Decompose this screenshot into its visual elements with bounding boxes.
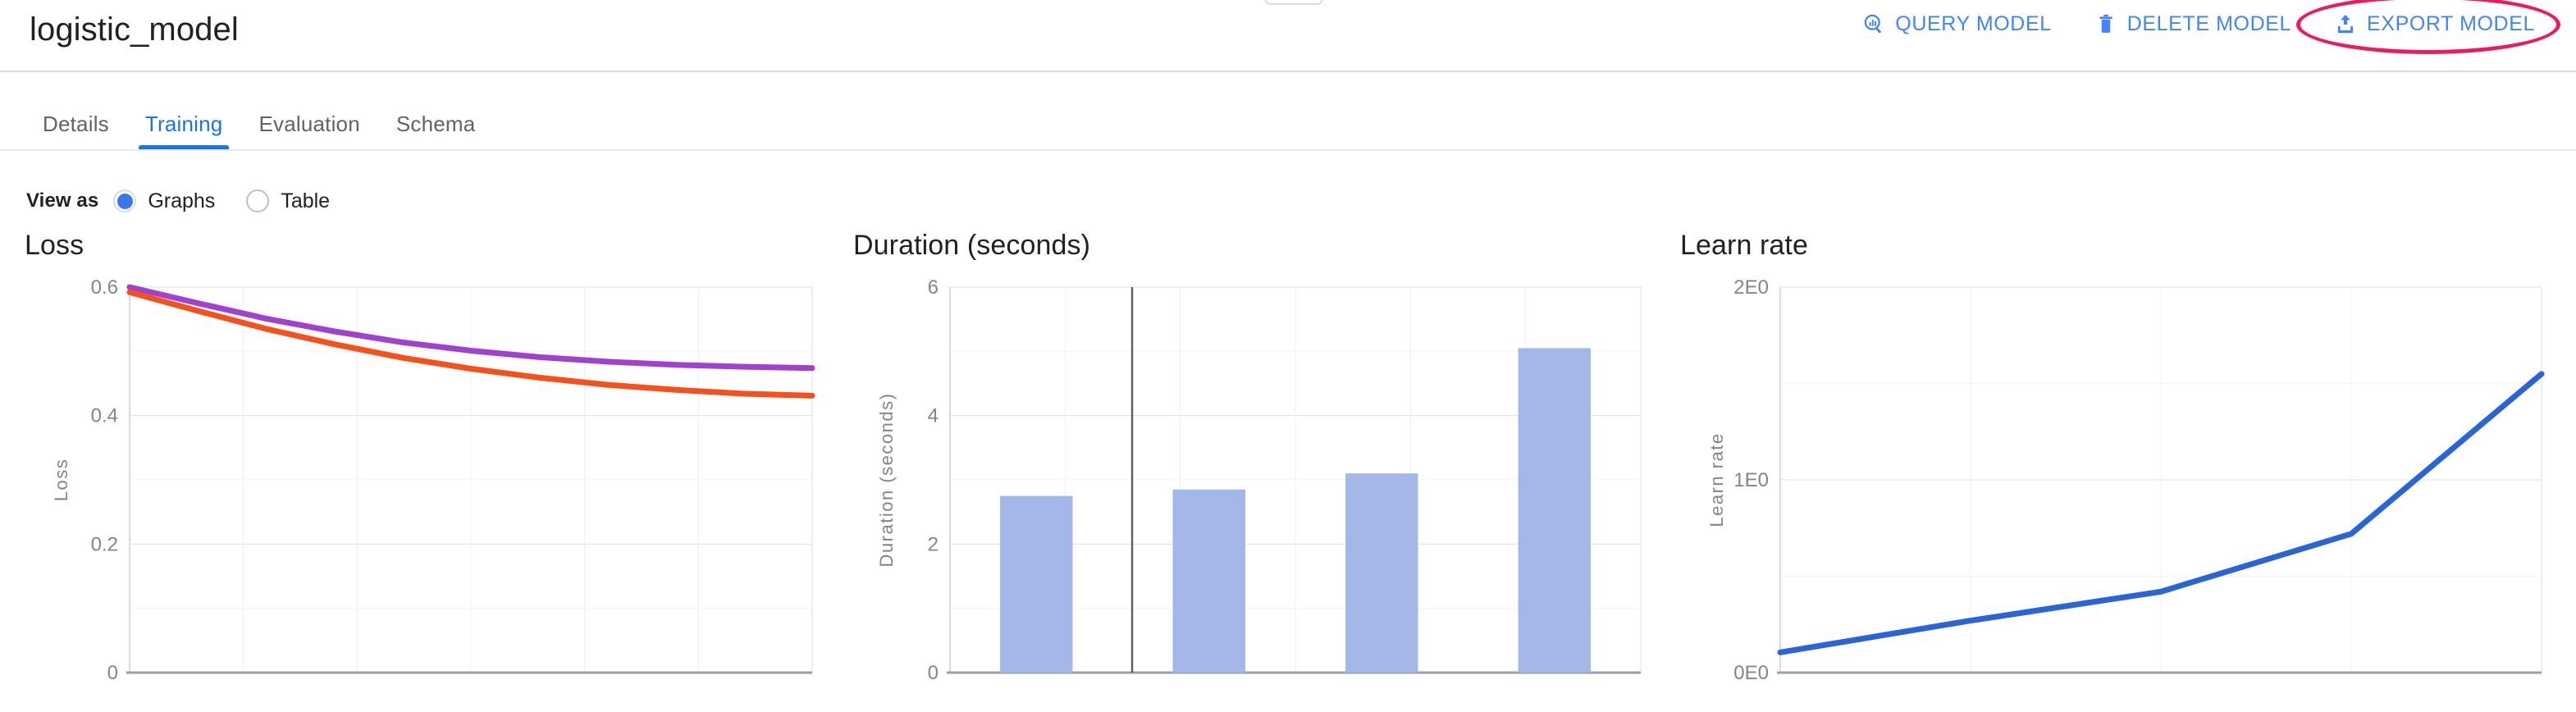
query-stats-icon	[1862, 12, 1885, 35]
tab-schema[interactable]: Schema	[378, 98, 494, 149]
delete-model-label: DELETE MODEL	[2126, 11, 2292, 35]
svg-text:Duration (seconds): Duration (seconds)	[876, 393, 897, 568]
duration-chart-title: Duration (seconds)	[853, 230, 1091, 261]
tab-evaluation[interactable]: Evaluation	[240, 98, 377, 149]
tab-bar: Details Training Evaluation Schema	[0, 98, 2576, 151]
loss-chart[interactable]: 0 0.2 0.4 0.6 Loss	[25, 279, 820, 712]
charts-region: Loss 0 0.2 0.4 0.6 Loss Duration (seconds) 0…	[0, 230, 2576, 712]
page-header: logistic_model QUERY MODEL	[0, 0, 2576, 72]
view-as-graphs-label: Graphs	[148, 189, 216, 212]
upload-export-icon	[2334, 12, 2357, 35]
export-model-wrapper: EXPORT MODEL	[2296, 0, 2561, 54]
loss-chart-title: Loss	[25, 230, 84, 261]
trash-icon	[2094, 12, 2117, 35]
svg-text:0.2: 0.2	[91, 533, 118, 555]
page-title: logistic_model	[30, 11, 239, 48]
learn-rate-chart[interactable]: 0E0 1E0 2E0 Learn rate	[1680, 279, 2550, 712]
view-as-table-label: Table	[281, 189, 331, 212]
radio-table-icon[interactable]	[246, 189, 270, 212]
svg-text:0.6: 0.6	[91, 279, 118, 299]
svg-text:2: 2	[928, 533, 939, 555]
duration-chart-card: Duration (seconds) 0 2 4 6 Duration (seconds…	[853, 230, 1649, 712]
svg-text:1E0: 1E0	[1733, 469, 1769, 491]
duration-chart[interactable]: 0 2 4 6 Duration (seconds)	[853, 279, 1649, 712]
tab-bar-divider	[0, 149, 2576, 151]
query-model-button[interactable]: QUERY MODEL	[1841, 5, 2072, 43]
svg-text:6: 6	[928, 279, 939, 299]
view-as-option-table[interactable]: Table	[246, 189, 330, 213]
view-as-control: View as Graphs Table	[26, 185, 361, 217]
view-as-label: View as	[26, 189, 99, 212]
svg-text:4: 4	[928, 405, 939, 427]
header-action-bar: QUERY MODEL DELETE MODEL	[1841, 0, 2561, 54]
delete-model-button[interactable]: DELETE MODEL	[2073, 5, 2313, 43]
view-as-option-graphs[interactable]: Graphs	[113, 189, 215, 213]
svg-text:0: 0	[107, 662, 118, 684]
svg-text:0E0: 0E0	[1733, 662, 1769, 684]
svg-text:Loss: Loss	[51, 459, 71, 501]
query-model-label: QUERY MODEL	[1895, 11, 2052, 35]
loss-chart-card: Loss 0 0.2 0.4 0.6 Loss	[25, 230, 820, 712]
learn-rate-chart-card: Learn rate 0E0 1E0 2E0 Learn rate	[1680, 230, 2550, 712]
learn-rate-chart-title: Learn rate	[1680, 230, 1808, 261]
svg-text:0.4: 0.4	[91, 405, 118, 427]
svg-text:2E0: 2E0	[1733, 279, 1769, 299]
header-divider	[0, 71, 2576, 72]
tab-details[interactable]: Details	[25, 98, 127, 149]
radio-graphs-icon[interactable]	[113, 189, 137, 212]
tab-training[interactable]: Training	[127, 98, 241, 149]
export-model-label: EXPORT MODEL	[2367, 11, 2535, 35]
svg-text:Learn rate: Learn rate	[1706, 432, 1727, 527]
svg-text:0: 0	[928, 662, 939, 684]
export-model-button[interactable]: EXPORT MODEL	[2313, 5, 2556, 43]
